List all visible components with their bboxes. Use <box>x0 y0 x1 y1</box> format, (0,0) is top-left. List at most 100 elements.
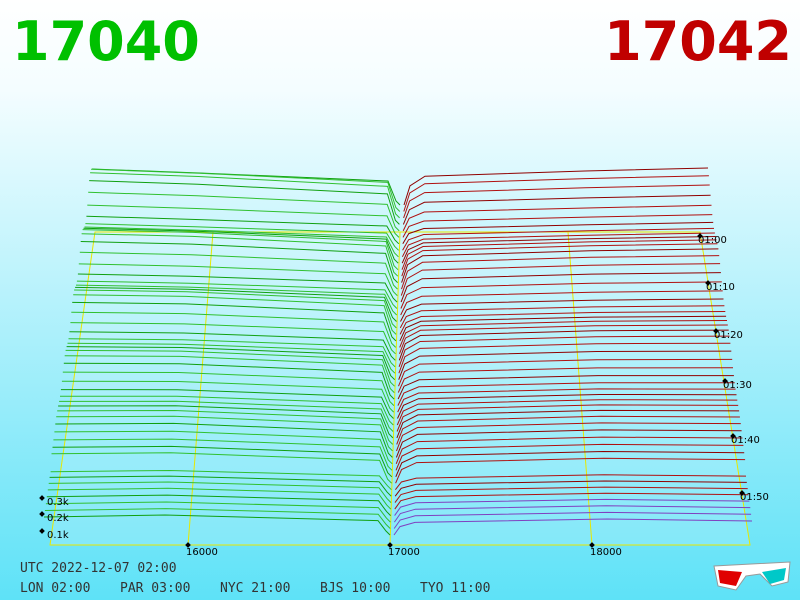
bid-depth-line <box>53 438 393 471</box>
ask-depth-line <box>401 255 720 290</box>
bid-depth-line <box>43 514 391 536</box>
bid-depth-line <box>52 445 393 478</box>
ask-depth-line <box>394 498 750 516</box>
ask-depth-line <box>403 175 709 212</box>
bid-depth-line <box>60 395 394 426</box>
bid-depth-line <box>79 251 398 290</box>
bid-depth-line <box>59 400 394 432</box>
time-tick-label: 01:30 <box>723 380 752 391</box>
time-tick-label: 01:20 <box>714 330 743 341</box>
bid-depth-line <box>87 204 400 238</box>
bid-depth-line <box>48 481 392 503</box>
bid-depth-line <box>56 415 393 452</box>
time-tick-label: 01:10 <box>706 282 735 293</box>
city-clock: TYO 11:00 <box>420 581 490 596</box>
bid-depth-line <box>68 338 396 368</box>
ask-depth-line <box>401 248 719 283</box>
bid-depth-line <box>71 311 397 348</box>
ask-depth-line <box>393 511 752 529</box>
bid-depth-line <box>85 223 399 251</box>
city-clock: BJS 10:00 <box>320 581 390 596</box>
ask-depth-line <box>396 409 740 439</box>
ask-depth-line <box>399 311 726 335</box>
tick-marker <box>589 542 595 548</box>
bid-depth-line <box>73 294 397 335</box>
ask-depth-line <box>400 263 721 296</box>
tick-marker <box>739 490 745 496</box>
tick-marker <box>39 528 45 534</box>
bid-depth-line <box>72 301 397 342</box>
price-grid-line <box>389 231 401 546</box>
tick-marker <box>39 511 45 517</box>
tick-marker <box>185 542 191 548</box>
glasses-cyan-lens <box>762 568 786 584</box>
bid-depth-line <box>69 331 396 361</box>
city-clock: LON 02:00 <box>20 581 90 596</box>
ask-depth-line <box>395 443 744 471</box>
bid-depth-line <box>64 355 395 393</box>
ask-depth-line <box>401 232 715 258</box>
ask-depth-line <box>402 204 712 232</box>
ask-depth-line <box>399 324 728 354</box>
ask-depth-line <box>403 184 710 219</box>
bid-depth-line <box>76 280 398 309</box>
ask-depth-line <box>403 167 709 206</box>
utc-time: UTC 2022-12-07 02:00 <box>20 561 177 576</box>
bid-depth-line <box>50 469 392 491</box>
bid-depth-line <box>75 284 398 316</box>
ask-depth-line <box>393 505 751 523</box>
ask-depth-line <box>395 436 743 464</box>
ask-depth-line <box>402 194 711 225</box>
volume-tick-label: 0.2k <box>47 513 69 524</box>
bid-depth-line <box>81 233 399 277</box>
bid-depth-line <box>86 215 400 245</box>
price-tick-label: 16000 <box>186 547 218 558</box>
ask-depth-line <box>402 221 714 245</box>
bid-depth-line <box>89 180 400 225</box>
ask-depth-line <box>400 298 724 322</box>
bid-depth-line <box>58 405 394 439</box>
bid-depth-line <box>84 226 399 258</box>
bid-depth-line <box>83 227 399 264</box>
ask-depth-line <box>394 492 749 510</box>
bid-depth-line <box>57 409 394 445</box>
volume-tick-label: 0.3k <box>47 497 69 508</box>
tick-marker <box>722 378 728 384</box>
ask-depth-line <box>396 422 741 452</box>
ask-depth-line <box>398 335 730 367</box>
bid-depth-line <box>88 191 400 232</box>
ask-depth-line <box>399 320 728 348</box>
tick-marker <box>730 433 736 439</box>
city-clock: NYC 21:00 <box>220 581 290 596</box>
bid-depth-line <box>67 342 396 374</box>
bid-depth-line <box>60 389 394 419</box>
time-tick-label: 01:50 <box>740 492 769 503</box>
ask-depth-line <box>399 305 725 329</box>
ask-depth-line <box>397 393 737 419</box>
bid-depth-line <box>75 286 397 322</box>
bid-depth-line <box>70 322 396 355</box>
clocks: LON 02:00 PAR 03:00 NYC 21:00 BJS 10:00 TYO … <box>20 581 490 596</box>
ask-depth-line <box>398 329 729 361</box>
tick-marker <box>705 280 711 286</box>
bid-depth-line <box>46 494 391 516</box>
ask-depth-line <box>396 415 740 445</box>
bid-depth-line <box>45 501 391 523</box>
ask-depth-line <box>395 429 742 458</box>
ask-depth-line <box>395 474 747 491</box>
bid-depth-line <box>63 362 395 400</box>
bid-depth-line <box>44 508 391 529</box>
ask-depth-line <box>398 350 732 380</box>
3d-glasses-icon[interactable] <box>713 561 791 591</box>
ask-depth-line <box>397 367 734 393</box>
glasses-red-lens <box>718 570 742 586</box>
ask-depth-line <box>394 480 747 497</box>
ask-depth-line <box>396 399 738 426</box>
city-clock: PAR 03:00 <box>120 581 190 596</box>
bid-depth-line <box>47 487 392 510</box>
bid-depth-line <box>66 346 396 381</box>
bid-depth-line <box>82 229 399 271</box>
ask-depth-line <box>397 375 734 400</box>
bid-depth-line <box>91 168 401 212</box>
